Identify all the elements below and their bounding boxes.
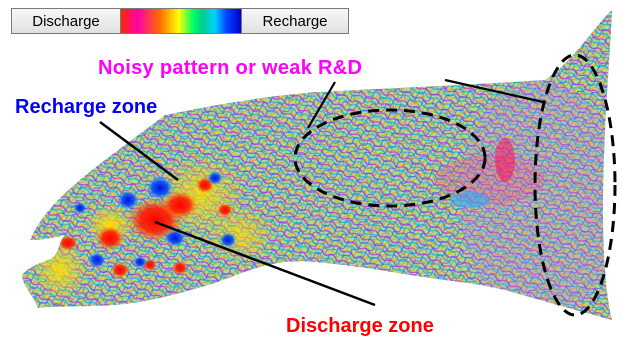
recharge-zone-label: Recharge zone xyxy=(15,96,158,118)
discharge-zone-label: Discharge zone xyxy=(286,315,434,337)
noisy-pattern-label: Noisy pattern or weak R&D xyxy=(98,57,363,79)
arrow-recharge-zone xyxy=(99,120,179,182)
arrow-noisy-right xyxy=(444,78,544,104)
legend-discharge-label: Discharge xyxy=(11,8,121,34)
noisy-region-outline-middle xyxy=(293,108,487,208)
legend-color-bar xyxy=(121,8,241,34)
legend-recharge-label: Recharge xyxy=(241,8,349,34)
arrow-noisy-middle xyxy=(307,81,336,129)
arrow-discharge-zone xyxy=(154,220,376,307)
color-legend: Discharge Recharge xyxy=(11,8,349,34)
noisy-region-outline-right xyxy=(533,53,617,317)
